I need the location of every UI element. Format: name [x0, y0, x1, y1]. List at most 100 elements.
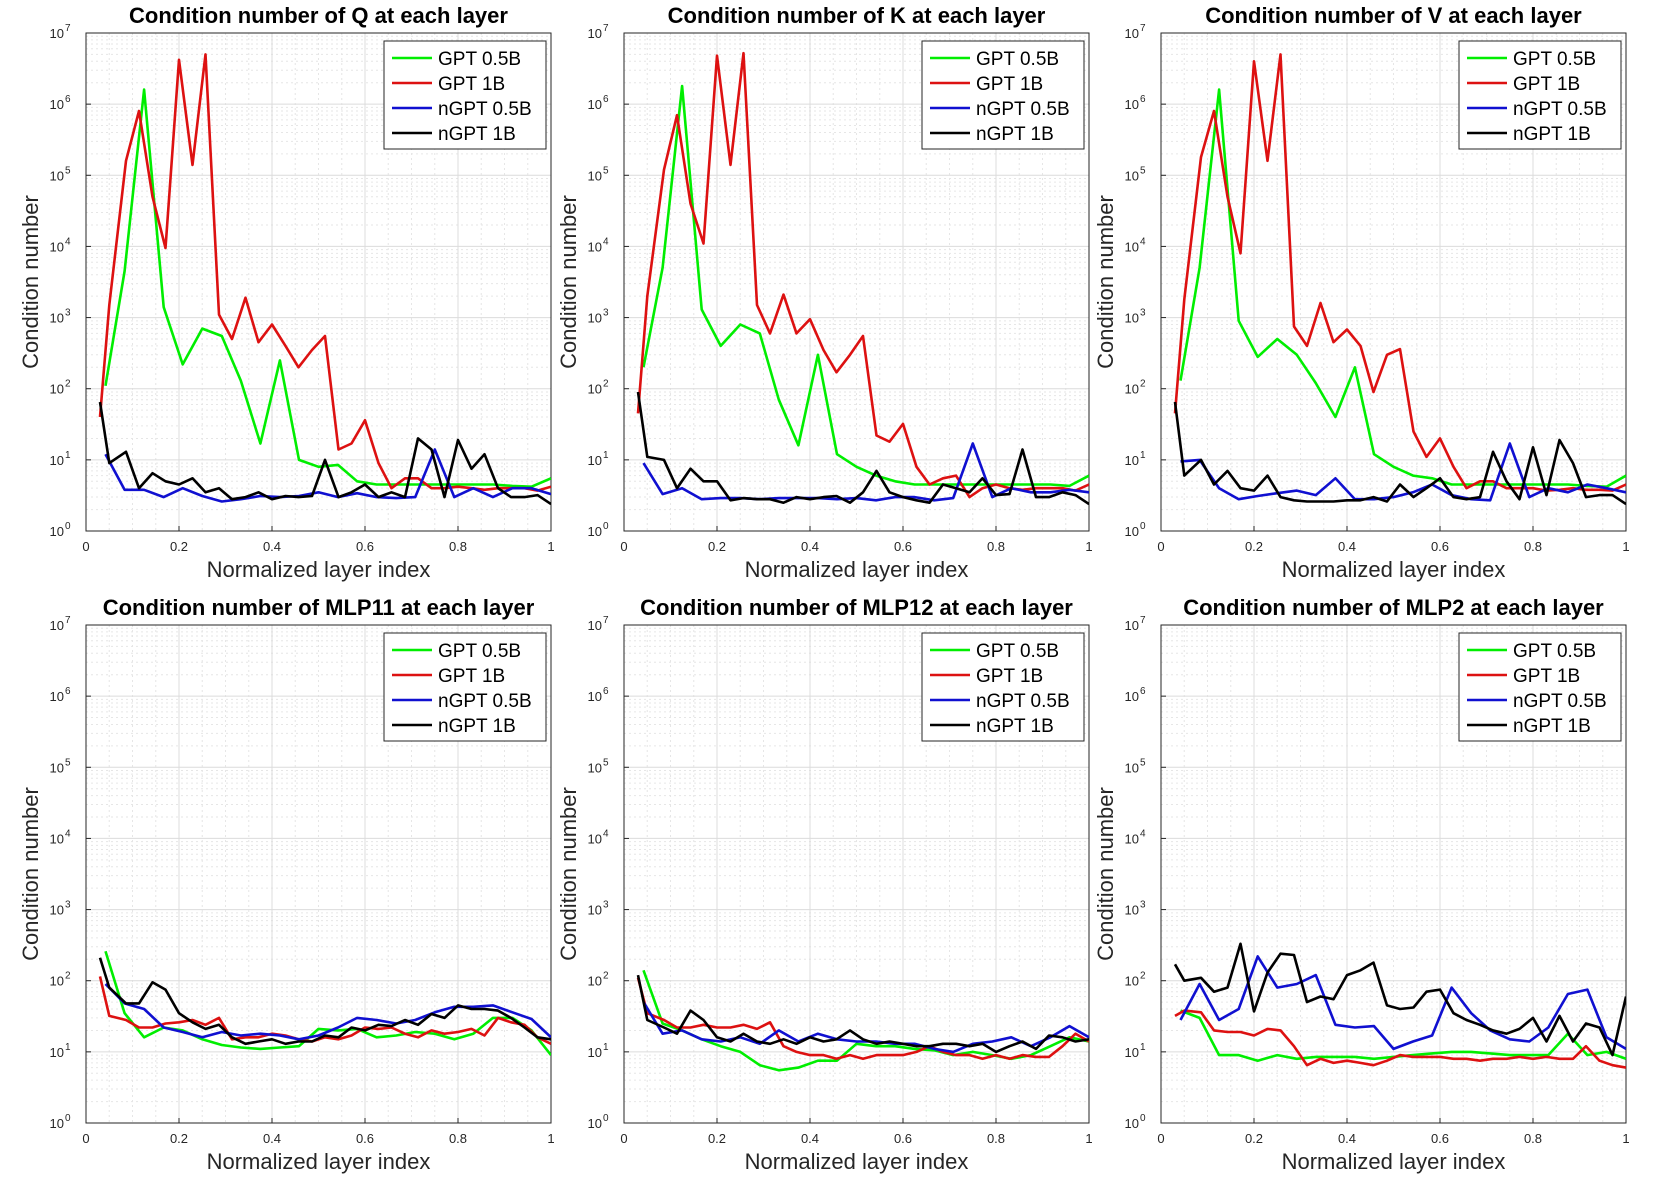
x-tick-label: 0: [82, 1131, 89, 1146]
legend-label: GPT 0.5B: [1513, 49, 1596, 70]
legend-label: GPT 1B: [438, 666, 505, 687]
y-tick-exponent: 6: [1140, 686, 1146, 697]
y-tick-exponent: 2: [1140, 971, 1146, 982]
series-line-gpt-1b: [1174, 1009, 1626, 1069]
legend-label: nGPT 0.5B: [438, 691, 532, 712]
y-tick-exponent: 5: [603, 165, 609, 176]
y-tick-exponent: 1: [603, 1042, 609, 1053]
series-line-ngpt-1b: [636, 974, 1089, 1054]
axes-box: [623, 32, 1090, 532]
y-tick-label: 10: [50, 903, 64, 918]
x-tick-label: 0: [620, 539, 627, 554]
legend-label: GPT 0.5B: [1513, 641, 1596, 662]
x-tick-label: 1: [547, 539, 554, 554]
y-tick-exponent: 6: [1140, 94, 1146, 105]
y-tick-label: 10: [1125, 1045, 1139, 1060]
y-axis-label: Condition number: [18, 195, 43, 369]
series-line-ngpt-1b: [98, 401, 551, 506]
y-tick-exponent: 1: [65, 450, 71, 461]
y-tick-label: 10: [1125, 26, 1139, 41]
y-tick-exponent: 1: [1140, 1042, 1146, 1053]
y-tick-exponent: 3: [1140, 900, 1146, 911]
y-tick-label: 10: [50, 1045, 64, 1060]
y-tick-label: 10: [50, 311, 64, 326]
legend-label: nGPT 0.5B: [1513, 691, 1607, 712]
x-axis-label: Normalized layer index: [745, 557, 969, 582]
x-axis-label: Normalized layer index: [745, 1149, 969, 1174]
x-tick-label: 0.8: [987, 1131, 1005, 1146]
y-tick-label: 10: [588, 903, 602, 918]
y-tick-label: 10: [50, 453, 64, 468]
x-tick-label: 0.2: [170, 539, 188, 554]
y-axis-label: Condition number: [18, 787, 43, 961]
x-tick-label: 0.2: [1245, 539, 1263, 554]
axes-box: [1160, 624, 1627, 1124]
y-tick-label: 10: [588, 1116, 602, 1131]
legend-label: GPT 1B: [438, 74, 505, 95]
x-tick-label: 0.6: [1431, 539, 1449, 554]
legend-label: nGPT 1B: [976, 716, 1054, 737]
legend-label: GPT 0.5B: [976, 641, 1059, 662]
y-tick-exponent: 5: [603, 757, 609, 768]
y-tick-exponent: 7: [1140, 615, 1146, 626]
x-axis-label: Normalized layer index: [1282, 557, 1506, 582]
y-tick-label: 10: [588, 382, 602, 397]
y-tick-exponent: 0: [65, 521, 71, 532]
y-tick-label: 10: [50, 97, 64, 112]
series-line-ngpt-1b: [98, 957, 551, 1046]
legend: GPT 0.5B GPT 1B nGPT 0.5B nGPT 1B: [1458, 40, 1622, 150]
y-tick-exponent: 6: [603, 686, 609, 697]
y-tick-exponent: 5: [65, 165, 71, 176]
y-tick-label: 10: [1125, 311, 1139, 326]
y-tick-label: 10: [1125, 760, 1139, 775]
legend-label: nGPT 1B: [438, 716, 516, 737]
y-tick-label: 10: [50, 239, 64, 254]
y-tick-label: 10: [1125, 168, 1139, 183]
y-tick-label: 10: [50, 618, 64, 633]
y-tick-exponent: 1: [603, 450, 609, 461]
y-tick-label: 10: [588, 168, 602, 183]
legend: GPT 0.5B GPT 1B nGPT 0.5B nGPT 1B: [921, 40, 1085, 150]
y-tick-label: 10: [50, 382, 64, 397]
y-tick-exponent: 5: [65, 757, 71, 768]
chart-title: Condition number of V at each layer: [1205, 3, 1582, 28]
x-tick-label: 0: [1157, 539, 1164, 554]
legend-label: GPT 0.5B: [438, 49, 521, 70]
y-tick-exponent: 6: [603, 94, 609, 105]
y-tick-label: 10: [50, 831, 64, 846]
y-tick-exponent: 0: [603, 1113, 609, 1124]
y-tick-exponent: 7: [603, 23, 609, 34]
y-tick-exponent: 2: [603, 379, 609, 390]
series-line-ngpt-0-5b: [1180, 442, 1626, 502]
x-tick-label: 0: [1157, 1131, 1164, 1146]
x-tick-label: 0.4: [263, 1131, 281, 1146]
y-tick-label: 10: [588, 311, 602, 326]
legend-label: GPT 1B: [976, 74, 1043, 95]
x-tick-label: 0.2: [170, 1131, 188, 1146]
legend-box: [383, 40, 547, 150]
y-tick-label: 10: [50, 974, 64, 989]
y-tick-label: 10: [588, 689, 602, 704]
legend-label: GPT 1B: [1513, 666, 1580, 687]
y-tick-label: 10: [50, 1116, 64, 1131]
legend-label: GPT 1B: [1513, 74, 1580, 95]
y-tick-exponent: 4: [1140, 236, 1146, 247]
y-tick-label: 10: [1125, 903, 1139, 918]
y-tick-label: 10: [588, 453, 602, 468]
y-tick-exponent: 7: [1140, 23, 1146, 34]
axes-box: [1160, 32, 1627, 532]
axes-box: [85, 624, 552, 1124]
x-tick-label: 0.4: [1338, 1131, 1356, 1146]
x-tick-label: 1: [547, 1131, 554, 1146]
y-tick-exponent: 3: [65, 900, 71, 911]
y-tick-label: 10: [1125, 453, 1139, 468]
y-tick-exponent: 4: [65, 236, 71, 247]
legend-label: nGPT 0.5B: [438, 99, 532, 120]
series-line-ngpt-0-5b: [104, 983, 551, 1041]
series-line-ngpt-1b: [1173, 942, 1626, 1057]
legend-label: nGPT 0.5B: [976, 691, 1070, 712]
series-line-ngpt-1b: [636, 391, 1089, 506]
